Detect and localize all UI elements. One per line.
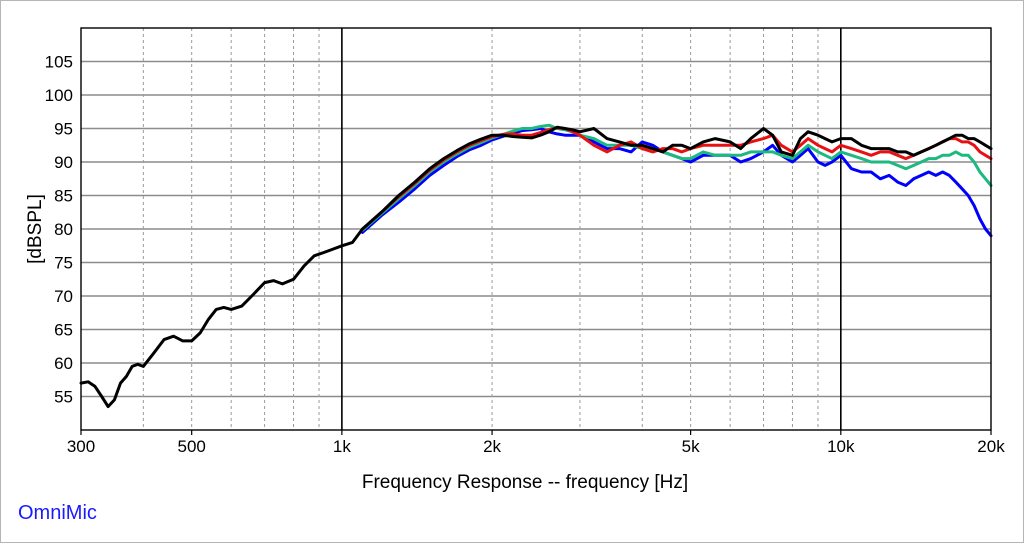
x-axis-title: Frequency Response -- frequency [Hz]: [362, 472, 688, 493]
omnimic-brand-label: OmniMic: [18, 502, 97, 524]
plot-border: [80, 27, 992, 431]
y-tick-label-65: 65: [54, 321, 73, 340]
y-axis-title: [dBSPL]: [25, 194, 46, 264]
series-line-2: [361, 123, 993, 232]
grid: [81, 28, 991, 430]
y-tick-label-85: 85: [54, 187, 73, 206]
x-tick-label-20k: 20k: [977, 437, 1005, 456]
tick-labels: 55 60 65 70 75 80 85 90 95 100 105 300 500 1k 2k 5k 10k 2…: [45, 53, 1006, 457]
x-tick-label-5k: 5k: [682, 437, 700, 456]
y-tick-label-60: 60: [54, 354, 73, 373]
x-tick-label-300: 300: [67, 437, 95, 456]
y-tick-label-90: 90: [54, 153, 73, 172]
x-tick-label-10k: 10k: [827, 437, 855, 456]
y-tick-label-70: 70: [54, 287, 73, 306]
x-tick-label-500: 500: [177, 437, 205, 456]
y-tick-label-80: 80: [54, 220, 73, 239]
series-line-4: [79, 125, 993, 409]
y-tick-label-75: 75: [54, 254, 73, 273]
y-tick-label-105: 105: [45, 53, 73, 72]
x-tick-label-1k: 1k: [333, 437, 351, 456]
series-lines: [79, 123, 993, 409]
x-tick-label-2k: 2k: [483, 437, 501, 456]
y-tick-label-55: 55: [54, 388, 73, 407]
y-tick-label-95: 95: [54, 120, 73, 139]
y-tick-label-100: 100: [45, 86, 73, 105]
